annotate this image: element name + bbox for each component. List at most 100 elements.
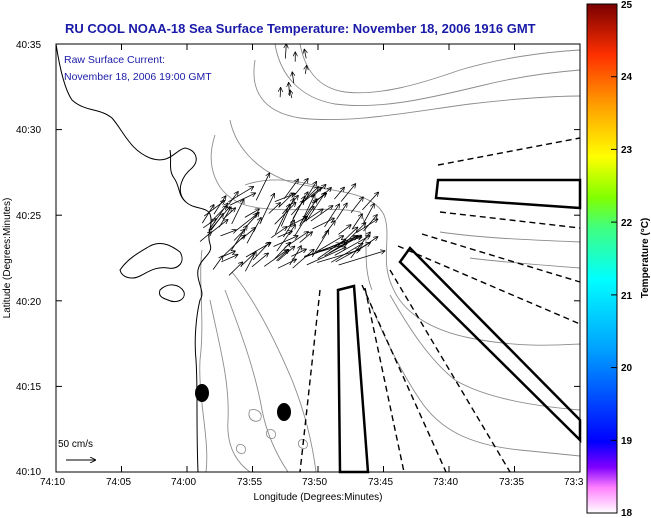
current-vector-arrow (363, 214, 377, 232)
x-tick-label: 73:55 (237, 477, 262, 488)
current-vector-arrow (310, 205, 333, 222)
current-vector-arrow (362, 192, 378, 211)
x-tick-label: 73:35 (499, 477, 524, 488)
current-vector-arrow (317, 250, 360, 263)
colorbar-tick: 19 (621, 436, 633, 447)
x-tick-label: 73:50 (302, 477, 327, 488)
current-vector-arrow (356, 219, 378, 234)
y-tick-label: 40:10 (16, 467, 41, 478)
temperature-colorbar: 25 24 23 22 21 20 19 18 Temperature (°C) (586, 0, 651, 518)
current-legend-line1: Raw Surface Current: (64, 54, 165, 66)
current-vector-arrow (338, 251, 386, 266)
current-vector-arrow (221, 254, 238, 263)
current-vector-arrow (274, 242, 291, 260)
current-vector-arrow (334, 187, 344, 200)
map-plot-area: 50 cm/s Raw Surface Current: November 18… (55, 43, 582, 474)
current-vector-arrow (244, 251, 256, 272)
y-tick-label: 40:20 (16, 297, 41, 308)
current-vector-arrow (301, 187, 322, 204)
y-tick-label: 40:35 (16, 40, 41, 51)
colorbar-tick: 25 (621, 0, 633, 11)
x-axis: 74:10 74:05 74:00 73:55 73:50 73:45 73:4… (40, 44, 584, 503)
current-vector-arrow (289, 245, 302, 266)
current-vector-arrow (276, 224, 296, 252)
current-vector-arrow (299, 194, 315, 227)
current-vector-arrow (273, 236, 299, 247)
surface-current-vectors (199, 44, 386, 276)
current-vector-arrow (201, 204, 214, 224)
current-vector-arrow (246, 212, 259, 227)
current-vector-arrow (213, 196, 226, 215)
current-legend-line2: November 18, 2006 19:00 GMT (64, 71, 212, 83)
scale-label: 50 cm/s (58, 439, 93, 450)
station-marker (195, 384, 209, 402)
bathymetry-contours (199, 43, 581, 473)
current-vector-arrow (208, 206, 230, 232)
current-vector-arrow (251, 253, 269, 268)
current-vector-arrow (330, 243, 363, 263)
current-vector-arrow (221, 251, 236, 258)
current-vector-arrow (328, 236, 358, 254)
current-vector-arrow (340, 183, 356, 202)
current-vector-arrow (228, 262, 243, 276)
colorbar-label: Temperature (°C) (640, 218, 651, 299)
current-vector-arrow (290, 90, 292, 99)
current-vector-arrow (220, 230, 237, 237)
colorbar-tick: 22 (621, 218, 633, 229)
current-vector-arrow (199, 232, 212, 242)
current-vector-arrow (292, 72, 294, 84)
current-vector-arrow (304, 181, 316, 201)
current-vector-arrow (336, 203, 347, 220)
current-vector-arrow (362, 203, 374, 225)
current-vector-arrow (278, 193, 294, 208)
colorbar-tick: 21 (621, 291, 633, 302)
current-vector-arrow (350, 197, 364, 213)
current-vector-arrow (292, 249, 315, 269)
current-vector-arrow (228, 191, 239, 205)
current-vector-arrow (259, 193, 275, 225)
current-vector-arrow (274, 204, 290, 235)
current-vector-arrow (311, 236, 358, 256)
y-tick-label: 40:15 (16, 382, 41, 393)
current-vector-arrow (285, 44, 286, 59)
current-vector-arrow (305, 65, 306, 74)
x-tick-label: 74:10 (40, 477, 65, 488)
current-vector-arrow (218, 207, 231, 228)
current-vector-arrow (293, 178, 308, 196)
current-vector-arrow (304, 49, 306, 59)
current-vector-arrow (306, 247, 346, 266)
current-vector-arrow (209, 206, 227, 224)
current-vector-arrow (305, 187, 319, 200)
current-vector-arrow (212, 256, 223, 270)
current-vector-arrow (236, 213, 258, 231)
figure-title: RU COOL NOAA-18 Sea Surface Temperature:… (65, 21, 536, 36)
current-vector-arrow (317, 239, 346, 260)
current-vector-arrow (271, 226, 287, 239)
y-axis-label: Latitude (Degrees:Minutes) (2, 198, 13, 319)
current-vector-arrow (311, 230, 329, 257)
current-vector-arrow (299, 232, 313, 243)
current-vector-arrow (252, 242, 270, 261)
coastline (55, 43, 212, 473)
current-vector-arrow (312, 218, 335, 230)
current-vector-arrow (277, 259, 297, 269)
y-axis: 40:35 40:30 40:25 40:20 40:15 40:10 Lati… (2, 40, 580, 478)
x-tick-label: 74:05 (106, 477, 131, 488)
current-vector-arrow (291, 249, 306, 257)
station-marker (277, 403, 291, 421)
colorbar-gradient (586, 3, 618, 514)
current-vector-arrow (230, 225, 247, 251)
colorbar-tick: 24 (621, 72, 633, 83)
current-vector-arrow (315, 236, 344, 253)
colorbar-tick: 18 (621, 508, 633, 518)
colorbar-tick: 20 (621, 363, 633, 374)
x-tick-label: 74:00 (171, 477, 196, 488)
current-vector-arrow (255, 173, 270, 201)
current-vector-arrow (241, 227, 256, 240)
current-vector-arrow (282, 195, 298, 215)
x-axis-label: Longitude (Degrees:Minutes) (254, 492, 383, 503)
current-vector-arrow (334, 235, 371, 256)
current-vector-arrow (274, 202, 296, 225)
colorbar-tick: 23 (621, 145, 633, 156)
